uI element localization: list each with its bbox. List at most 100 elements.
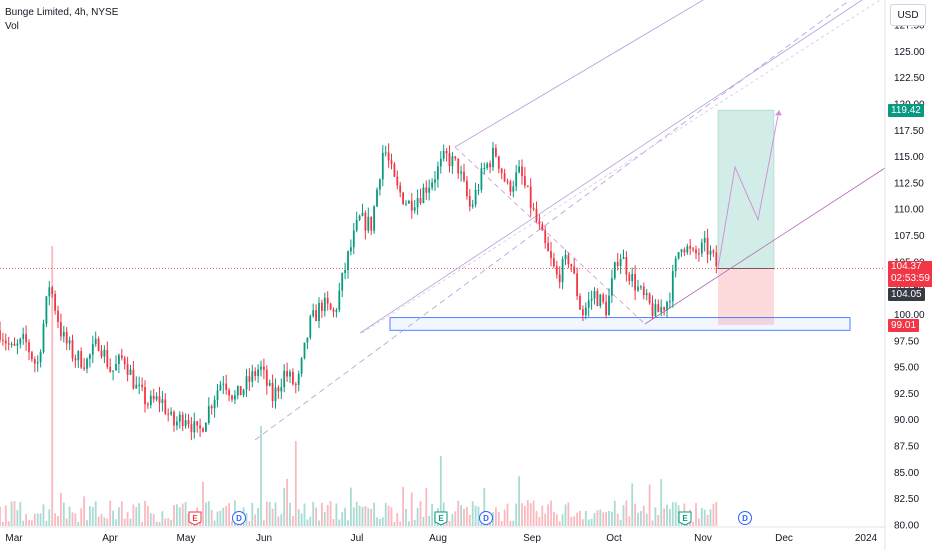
x-tick-label: Dec <box>775 533 793 544</box>
event-label: D <box>483 514 489 523</box>
candle-body <box>86 358 88 369</box>
candle-body <box>512 186 515 192</box>
candle-body <box>129 369 132 375</box>
volume-bar <box>541 505 544 526</box>
candle-body <box>315 310 317 322</box>
currency-button[interactable]: USD <box>890 4 926 26</box>
volume-bar <box>402 486 404 526</box>
projection-arrow <box>775 110 782 116</box>
volume-bars <box>0 246 718 526</box>
volume-bar <box>547 504 549 526</box>
volume-bar <box>654 507 657 526</box>
volume-bar <box>674 502 677 526</box>
long-position-tool[interactable] <box>717 109 775 325</box>
volume-bar <box>315 507 317 526</box>
dividend-event-icon[interactable]: D <box>232 511 246 525</box>
y-tick-label: 95.00 <box>894 363 919 374</box>
y-tick-label: 115.00 <box>894 152 924 163</box>
candle-body <box>144 387 146 405</box>
candle-body <box>97 338 100 351</box>
volume-bar <box>260 426 262 526</box>
volume-bar <box>158 521 161 526</box>
volume-bar <box>500 521 503 526</box>
candle-body <box>323 297 326 312</box>
drawings[interactable] <box>0 0 886 441</box>
volume-bar <box>561 514 564 526</box>
event-label: D <box>742 514 748 523</box>
candle-body <box>147 404 149 406</box>
earnings-event-icon[interactable]: E <box>188 511 202 526</box>
candle-body <box>91 344 94 355</box>
volume-bar <box>286 478 288 526</box>
volume-bar <box>199 521 201 526</box>
volume-bar <box>123 518 126 526</box>
volume-bar <box>445 521 448 526</box>
chart-legend: Bunge Limited, 4h, NYSE Vol <box>5 6 118 34</box>
candle-body <box>381 152 384 180</box>
volume-bar <box>439 456 442 526</box>
candle-body <box>454 156 457 159</box>
volume-bar <box>167 517 170 526</box>
volume-bar <box>231 521 233 526</box>
volume-bar <box>637 512 639 526</box>
x-tick-label: Mar <box>5 533 23 544</box>
candle-body <box>686 246 689 253</box>
candle-body <box>373 206 375 231</box>
volume-bar <box>178 507 181 526</box>
candle-body <box>689 246 692 249</box>
volume-bar <box>573 516 576 526</box>
earnings-event-icon[interactable]: E <box>678 511 692 526</box>
candle-body <box>297 373 300 385</box>
volume-bar <box>141 521 143 526</box>
candle-body <box>176 421 178 426</box>
volume-bar <box>518 476 520 526</box>
dividend-event-icon[interactable]: D <box>479 511 493 525</box>
candle-body <box>65 331 68 344</box>
candle-body <box>80 351 83 368</box>
candle-body <box>109 366 112 372</box>
volume-bar <box>109 500 112 526</box>
candle-body <box>141 384 143 388</box>
candle-body <box>671 271 674 302</box>
candle-body <box>419 198 422 204</box>
volume-bar <box>695 502 697 526</box>
volume-bar <box>448 520 451 526</box>
candle-body <box>463 171 465 181</box>
y-tick-label: 122.50 <box>894 73 925 84</box>
volume-bar <box>596 510 599 526</box>
volume-bar <box>306 519 309 526</box>
volume-bar <box>350 487 352 526</box>
volume-bar <box>582 519 584 526</box>
volume-bar <box>25 514 27 526</box>
candle-body <box>303 342 306 359</box>
earnings-event-icon[interactable]: E <box>434 511 448 526</box>
candle-body <box>173 411 175 426</box>
candle-body <box>321 302 323 312</box>
volume-bar <box>147 505 149 526</box>
candle-body <box>338 290 341 311</box>
volume-bar <box>13 501 16 526</box>
symbol-title: Bunge Limited, 4h, NYSE <box>5 7 119 18</box>
candle-body <box>654 304 657 316</box>
volume-bar <box>645 513 648 526</box>
dividend-event-icon[interactable]: D <box>738 511 752 525</box>
last-price-value: 104.37 <box>891 261 922 273</box>
volume-bar <box>460 505 462 526</box>
volume-bar <box>71 512 74 526</box>
candle-body <box>622 257 625 260</box>
volume-bar <box>22 520 25 526</box>
candle-body <box>642 286 645 296</box>
candle-body <box>434 179 436 183</box>
event-shape <box>188 511 202 526</box>
candle-body <box>120 355 123 358</box>
volume-bar <box>503 509 506 526</box>
volume-bar <box>216 511 219 526</box>
volume-bar <box>54 513 56 526</box>
y-tick-label: 85.00 <box>894 468 919 479</box>
volume-bar <box>39 513 42 526</box>
candle-body <box>170 411 172 415</box>
candle-body <box>518 166 520 173</box>
candle-body <box>106 349 109 367</box>
